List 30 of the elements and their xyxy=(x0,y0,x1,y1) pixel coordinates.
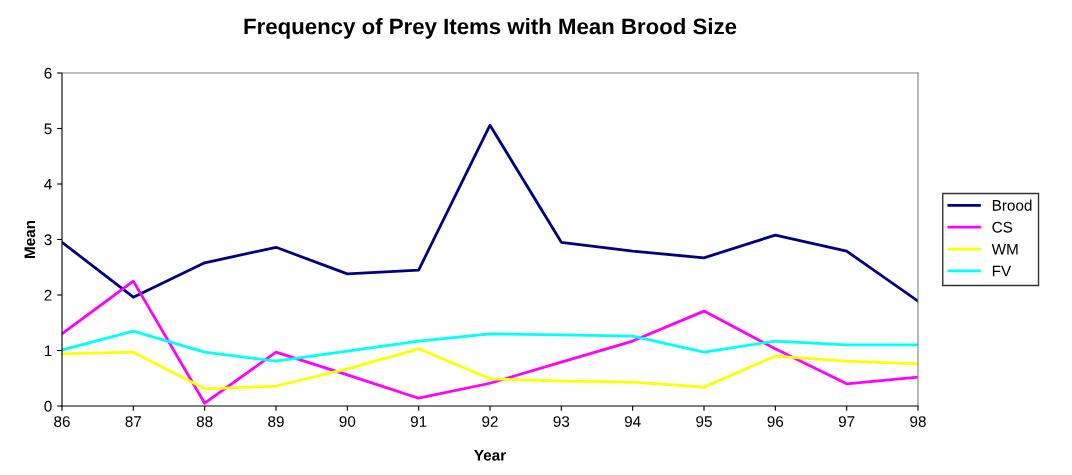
y-axis-title: Mean xyxy=(24,220,36,258)
x-tick-label: 87 xyxy=(125,416,142,427)
x-tick-label: 92 xyxy=(482,416,498,427)
legend-label: FV xyxy=(992,265,1012,277)
chart-title: Frequency of Prey Items with Mean Brood Size xyxy=(244,18,737,39)
legend-label: Brood xyxy=(992,199,1032,211)
x-tick-label: 96 xyxy=(767,416,784,427)
y-tick-label: 6 xyxy=(44,67,52,79)
x-tick-label: 94 xyxy=(624,416,641,427)
x-tick-label: 95 xyxy=(696,416,712,427)
x-tick-label: 86 xyxy=(54,416,70,427)
x-tick-label: 90 xyxy=(339,416,356,427)
y-tick-label: 0 xyxy=(44,400,52,412)
legend-label: WM xyxy=(991,243,1018,255)
y-tick-label: 4 xyxy=(44,179,52,190)
y-tick-label: 3 xyxy=(44,234,52,246)
x-tick-label: 89 xyxy=(268,416,284,427)
line-series xyxy=(62,123,918,303)
x-axis-title: Year xyxy=(474,449,506,461)
x-tick-label: 91 xyxy=(410,416,427,427)
y-tick-label: 1 xyxy=(44,345,52,357)
x-tick-label: 97 xyxy=(838,416,855,427)
y-tick-label: 2 xyxy=(44,289,52,301)
line-series xyxy=(62,329,918,363)
line-series xyxy=(62,347,918,391)
x-tick-label: 93 xyxy=(553,416,570,427)
x-tick-label: 88 xyxy=(196,416,213,427)
y-tick-label: 5 xyxy=(44,123,52,135)
x-tick-label: 98 xyxy=(910,416,926,427)
legend-label: CS xyxy=(992,221,1013,233)
